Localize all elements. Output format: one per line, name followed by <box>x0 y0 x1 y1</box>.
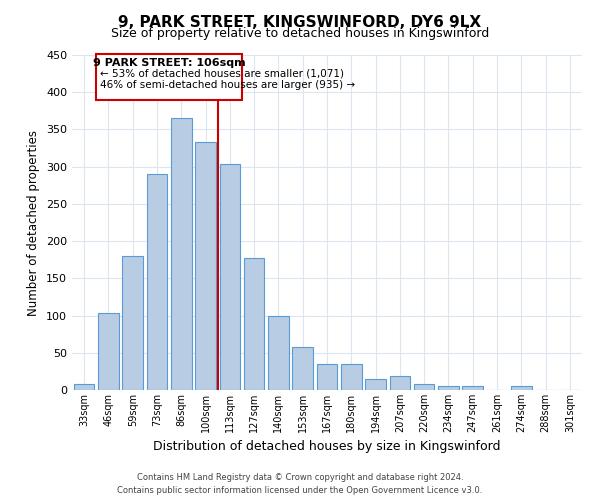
Bar <box>195 142 216 390</box>
Text: Contains HM Land Registry data © Crown copyright and database right 2024.
Contai: Contains HM Land Registry data © Crown c… <box>118 474 482 495</box>
Bar <box>74 384 94 390</box>
Text: 46% of semi-detached houses are larger (935) →: 46% of semi-detached houses are larger (… <box>100 80 355 90</box>
Bar <box>98 314 119 390</box>
X-axis label: Distribution of detached houses by size in Kingswinford: Distribution of detached houses by size … <box>153 440 501 454</box>
Bar <box>317 364 337 390</box>
Text: ← 53% of detached houses are smaller (1,071): ← 53% of detached houses are smaller (1,… <box>100 68 344 78</box>
Bar <box>511 386 532 390</box>
Bar <box>292 347 313 390</box>
Text: 9 PARK STREET: 106sqm: 9 PARK STREET: 106sqm <box>93 58 245 68</box>
Bar <box>341 364 362 390</box>
Bar <box>389 376 410 390</box>
Bar <box>438 386 459 390</box>
Bar <box>146 174 167 390</box>
Bar <box>268 316 289 390</box>
Bar <box>171 118 191 390</box>
Bar <box>365 379 386 390</box>
Y-axis label: Number of detached properties: Number of detached properties <box>28 130 40 316</box>
Bar <box>220 164 240 390</box>
Bar <box>244 258 265 390</box>
Text: 9, PARK STREET, KINGSWINFORD, DY6 9LX: 9, PARK STREET, KINGSWINFORD, DY6 9LX <box>118 15 482 30</box>
Text: Size of property relative to detached houses in Kingswinford: Size of property relative to detached ho… <box>111 28 489 40</box>
Bar <box>122 256 143 390</box>
FancyBboxPatch shape <box>96 54 242 100</box>
Bar <box>463 386 483 390</box>
Bar <box>414 384 434 390</box>
